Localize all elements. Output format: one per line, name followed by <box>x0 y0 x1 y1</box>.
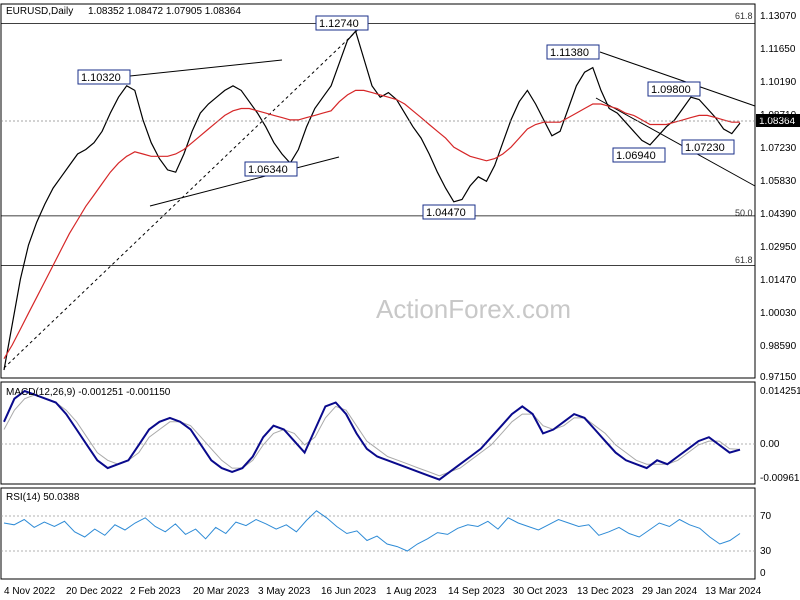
y-tick-label: 1.02950 <box>760 242 797 253</box>
x-tick-label: 13 Mar 2024 <box>705 586 762 597</box>
moving-average-series <box>3 89 740 360</box>
macd-y-tick: 0.014251 <box>760 386 800 397</box>
annotation-label: 1.12740 <box>319 18 359 30</box>
annotation-label: 1.07230 <box>685 142 725 154</box>
y-tick-label: 0.97150 <box>760 372 797 383</box>
watermark: ActionForex.com <box>376 294 571 324</box>
fib-label: 50.0 <box>735 208 753 218</box>
x-tick-label: 4 Nov 2022 <box>4 586 56 597</box>
x-axis: 4 Nov 2022 20 Dec 2022 2 Feb 2023 20 Mar… <box>4 586 762 597</box>
annotation-box: 1.12740 <box>315 15 369 31</box>
rsi-series <box>3 510 741 552</box>
annotation-label: 1.10320 <box>81 72 121 84</box>
y-tick-label: 1.13070 <box>760 11 797 22</box>
macd-y-tick: 0.00 <box>760 439 780 450</box>
annotation-box: 1.06940 <box>612 147 666 163</box>
macd-series <box>3 389 741 481</box>
annotation-box: 1.04470 <box>422 204 476 220</box>
symbol-label: EURUSD,Daily <box>6 6 73 17</box>
macd-panel <box>0 381 756 485</box>
price-y-axis: 1.13070 1.11650 1.10190 1.08710 1.07230 … <box>760 11 797 383</box>
y-tick-label: 1.04390 <box>760 209 797 220</box>
trendlines <box>3 21 756 369</box>
annotation-box: 1.06340 <box>244 161 298 177</box>
last-price-label: 1.08364 <box>759 116 796 127</box>
x-tick-label: 14 Sep 2023 <box>448 586 505 597</box>
annotation-label: 1.09800 <box>651 84 691 96</box>
x-tick-label: 20 Dec 2022 <box>66 586 123 597</box>
x-tick-label: 2 Feb 2023 <box>130 586 181 597</box>
rsi-y-tick: 0 <box>760 568 766 579</box>
price-panel <box>0 3 756 379</box>
x-tick-label: 30 Oct 2023 <box>513 586 568 597</box>
y-tick-label: 1.10190 <box>760 77 797 88</box>
y-tick-label: 1.00030 <box>760 308 797 319</box>
annotation-label: 1.06940 <box>616 150 656 162</box>
y-tick-label: 1.05830 <box>760 176 797 187</box>
price-series <box>3 29 741 371</box>
x-tick-label: 16 Jun 2023 <box>321 586 376 597</box>
annotation-box: 1.10320 <box>77 69 131 85</box>
annotation-box: 1.11380 <box>546 44 600 60</box>
fib-label: 61.8 <box>735 11 753 21</box>
y-tick-label: 1.01470 <box>760 275 797 286</box>
rsi-y-tick: 70 <box>760 511 772 522</box>
x-tick-label: 20 Mar 2023 <box>193 586 250 597</box>
x-tick-label: 29 Jan 2024 <box>642 586 697 597</box>
y-tick-label: 1.11650 <box>760 44 796 55</box>
rsi-y-tick: 30 <box>760 546 772 557</box>
fib-label: 61.8 <box>735 255 753 265</box>
macd-title: MACD(12,26,9) -0.001251 -0.001150 <box>6 387 171 398</box>
y-tick-label: 1.07230 <box>760 143 797 154</box>
annotation-box: 1.09800 <box>647 81 701 97</box>
macd-y-tick: -0.009617 <box>760 473 800 484</box>
last-price-tag <box>756 114 800 127</box>
annotation-box: 1.07230 <box>681 139 735 155</box>
y-tick-label: 0.98590 <box>760 341 797 352</box>
rsi-title: RSI(14) 50.0388 <box>6 492 80 503</box>
annotation-label: 1.06340 <box>248 164 288 176</box>
y-tick-label: 1.08710 <box>760 110 797 121</box>
x-tick-label: 3 May 2023 <box>258 586 311 597</box>
x-tick-label: 13 Dec 2023 <box>577 586 634 597</box>
rsi-panel <box>0 487 756 580</box>
ohlc-label: 1.08352 1.08472 1.07905 1.08364 <box>88 6 241 17</box>
x-tick-label: 1 Aug 2023 <box>386 586 437 597</box>
annotation-label: 1.04470 <box>426 207 466 219</box>
annotation-label: 1.11380 <box>550 47 589 59</box>
